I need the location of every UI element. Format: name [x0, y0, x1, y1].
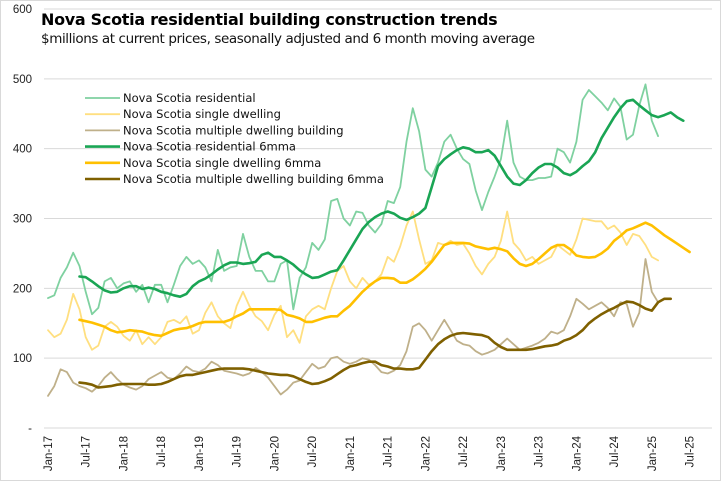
- y-axis-ticks: - 100 200 300 400 500 600: [13, 4, 32, 435]
- series-line-nova-scotia-single-dwelling: [47, 210, 659, 351]
- x-tick-label: Jan-20: [269, 436, 281, 471]
- x-tick-label: Jul-24: [609, 435, 621, 467]
- x-tick-label: Jan-23: [496, 436, 508, 471]
- legend-label: Nova Scotia multiple dwelling building: [123, 123, 344, 137]
- x-tick-label: Jul-18: [156, 436, 168, 467]
- series-line-nova-scotia-multiple-dwelling-building-6mma: [78, 297, 673, 389]
- y-tick-label: 100: [13, 353, 32, 365]
- series-line-nova-scotia-residential: [47, 83, 659, 316]
- series-line-nova-scotia-single-dwelling-6mma: [78, 221, 691, 338]
- gridlines: [44, 8, 712, 429]
- x-tick-label: Jan-18: [118, 436, 130, 471]
- legend-label: Nova Scotia multiple dwelling building 6…: [123, 172, 384, 186]
- legend-label: Nova Scotia single dwelling 6mma: [123, 156, 321, 170]
- x-tick-label: Jul-25: [685, 436, 697, 467]
- x-tick-label: Jan-21: [345, 436, 357, 471]
- x-tick-label: Jan-22: [420, 436, 432, 471]
- x-tick-label: Jul-23: [534, 436, 546, 467]
- x-tick-label: Jul-22: [458, 436, 470, 467]
- y-tick-label: 200: [13, 283, 32, 295]
- y-tick-label: 600: [13, 4, 32, 16]
- x-tick-label: Jan-24: [571, 435, 583, 471]
- chart-subtitle: $millions at current prices, seasonally …: [41, 31, 535, 47]
- legend-label: Nova Scotia residential 6mma: [123, 140, 296, 154]
- x-tick-label: Jul-17: [81, 436, 93, 467]
- y-tick-label: 300: [13, 214, 32, 226]
- x-tick-label: Jul-19: [232, 436, 244, 467]
- series-line-nova-scotia-multiple-dwelling-building: [47, 258, 659, 397]
- x-tick-label: Jan-17: [43, 436, 55, 471]
- x-tick-label: Jul-21: [383, 436, 395, 467]
- x-axis-ticks: Jan-17 Jul-17 Jan-18 Jul-18 Jan-19 Jul-19 Jan-…: [43, 435, 697, 471]
- y-tick-label: 400: [13, 144, 32, 156]
- legend-label: Nova Scotia single dwelling: [123, 107, 281, 121]
- series-line-nova-scotia-residential-6mma: [78, 98, 685, 299]
- x-tick-label: Jan-19: [194, 436, 206, 471]
- series-lines: [47, 83, 691, 397]
- y-tick-label: -: [28, 423, 32, 435]
- legend-label: Nova Scotia residential: [123, 91, 256, 105]
- chart-title: Nova Scotia residential building constru…: [41, 10, 498, 29]
- legend: Nova Scotia residential Nova Scotia singl…: [85, 91, 384, 186]
- y-tick-label: 500: [13, 74, 32, 86]
- x-tick-label: Jan-25: [647, 436, 659, 471]
- x-tick-label: Jul-20: [307, 436, 319, 467]
